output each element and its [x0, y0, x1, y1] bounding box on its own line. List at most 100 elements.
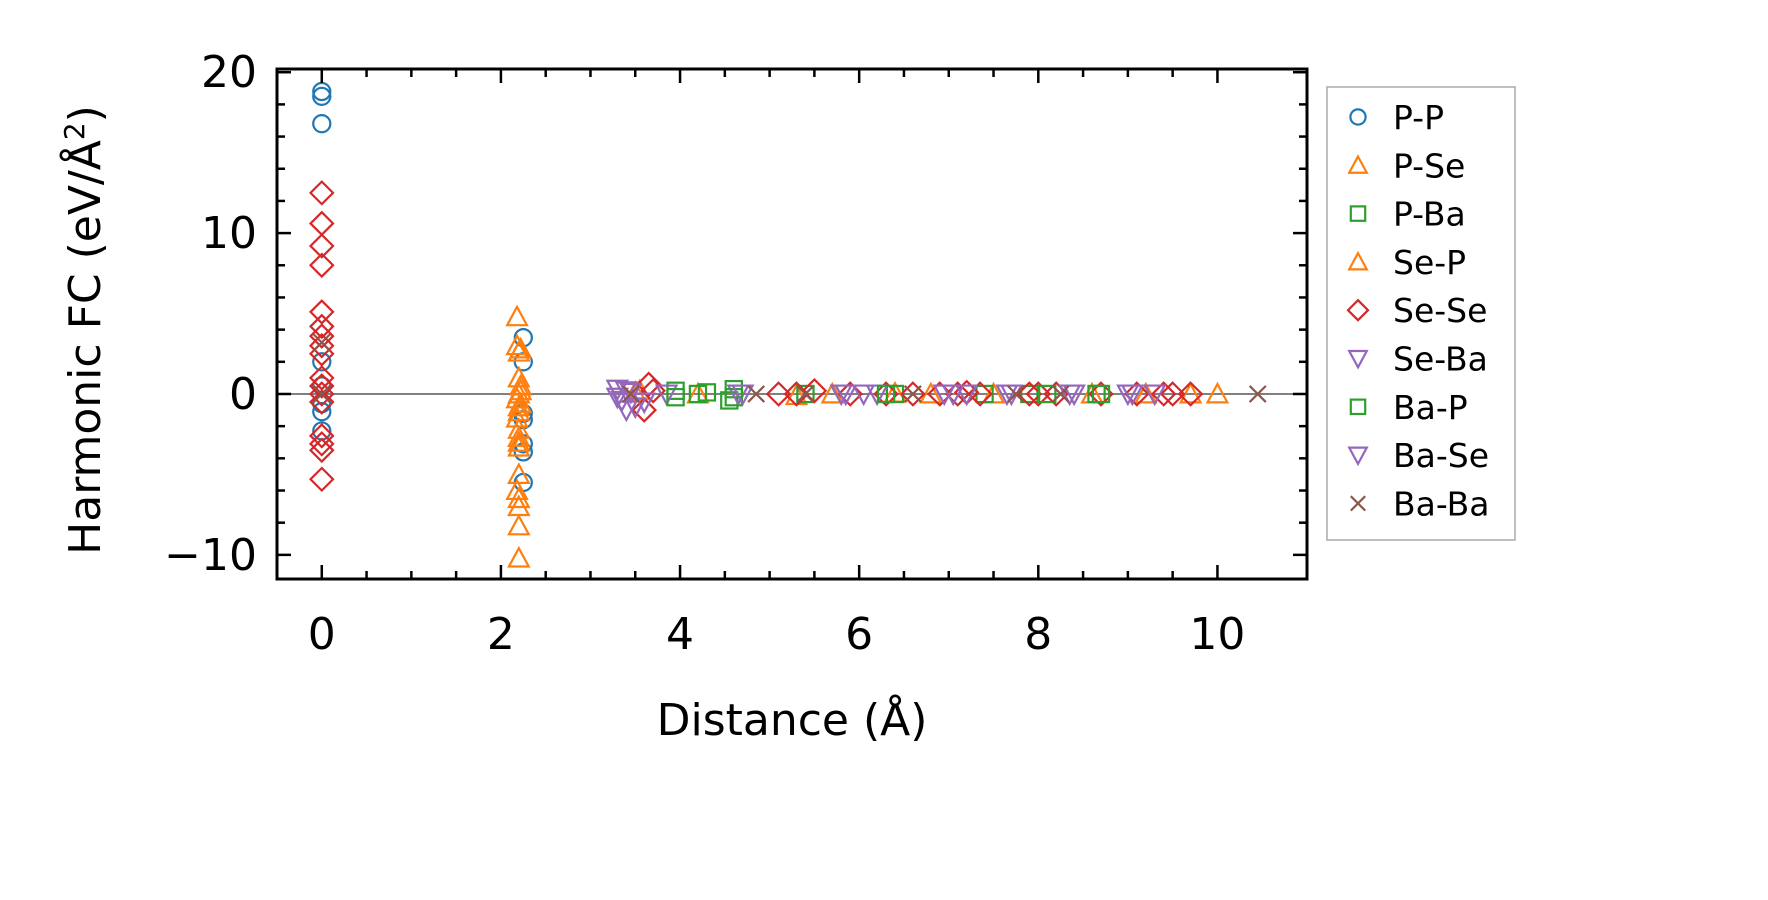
data-point	[1150, 381, 1177, 407]
data-point	[954, 384, 979, 407]
x-tick-label: 0	[308, 609, 336, 660]
data-point	[876, 384, 896, 404]
data-point	[507, 434, 531, 457]
x-axis-title: Distance (Å)	[657, 693, 928, 746]
data-point	[904, 385, 922, 403]
data-point	[505, 333, 529, 356]
data-point	[1091, 384, 1111, 404]
data-point	[312, 333, 331, 352]
data-point	[796, 385, 815, 403]
legend-item: P-P	[1349, 98, 1444, 137]
data-point	[1134, 381, 1158, 404]
series-se-se	[308, 180, 1204, 493]
data-point	[632, 392, 656, 415]
data-point	[640, 377, 666, 404]
data-point	[1051, 385, 1070, 403]
legend: P-P P-Se P-Ba Se-P Se-Se Se-Ba Ba-P Ba-Se Ba-Ba	[1326, 86, 1516, 541]
data-point	[1248, 385, 1267, 403]
data-point	[308, 210, 335, 237]
legend-item: P-Se	[1347, 146, 1465, 185]
data-point	[312, 86, 332, 107]
data-point	[1020, 384, 1039, 404]
x-tick-label: 2	[487, 609, 515, 660]
legend-label: Se-Ba	[1393, 340, 1488, 379]
data-point	[926, 381, 953, 407]
data-point	[505, 304, 529, 327]
data-point	[312, 114, 332, 134]
data-point	[1178, 381, 1203, 404]
y-tick-label: 20	[201, 47, 257, 98]
data-point	[507, 430, 531, 452]
data-point	[312, 352, 332, 372]
data-point	[1120, 384, 1145, 407]
data-point	[796, 384, 815, 404]
legend-marker	[1349, 398, 1367, 416]
data-point	[1177, 381, 1204, 407]
legend-items: P-P P-Se P-Ba Se-P Se-Se Se-Ba Ba-P Ba-Se Ba-Ba	[1346, 98, 1489, 523]
legend-marker	[1346, 298, 1370, 322]
data-point	[308, 299, 335, 325]
data-point	[747, 385, 766, 403]
legend-marker	[1347, 446, 1369, 467]
data-point	[507, 425, 531, 447]
data-point	[308, 423, 335, 449]
data-point	[308, 313, 335, 340]
legend-item: Se-P	[1347, 243, 1466, 282]
y-axis-title-superscript: 2	[58, 122, 91, 140]
legend-label: P-Ba	[1393, 195, 1466, 234]
data-point	[308, 437, 335, 464]
data-point	[1142, 384, 1167, 407]
data-point	[1057, 384, 1082, 407]
legend-label: Ba-P	[1393, 388, 1468, 427]
data-point	[508, 336, 533, 359]
y-axis-title-close: )	[60, 105, 111, 122]
data-point	[697, 383, 717, 402]
legend-marker	[1349, 205, 1367, 222]
data-points	[308, 81, 1267, 568]
data-point	[666, 388, 685, 407]
data-point	[801, 377, 828, 404]
data-point	[1016, 381, 1043, 407]
legend-item: P-Ba	[1349, 195, 1466, 234]
y-axis-title: Harmonic FC (eV/Å2)	[58, 105, 112, 555]
legend-label: Se-P	[1393, 243, 1466, 282]
data-point	[1205, 381, 1230, 404]
data-point	[833, 384, 858, 407]
data-point	[605, 387, 630, 410]
legend-label: Ba-Se	[1393, 436, 1489, 475]
x-tick-label: 10	[1189, 609, 1245, 660]
data-point	[507, 394, 531, 417]
data-point	[621, 385, 640, 403]
data-point	[614, 381, 639, 403]
axis-tick-labels: 0 2 4 6 8 10 −10 0 10 20	[164, 47, 1245, 660]
legend-item: Se-Se	[1346, 291, 1487, 330]
data-point	[765, 381, 792, 407]
legend-item: Ba-P	[1349, 388, 1468, 427]
legend-item: Se-Ba	[1347, 340, 1488, 379]
data-point	[1124, 381, 1150, 407]
plot-frame	[275, 67, 1309, 581]
data-point	[631, 397, 658, 423]
data-point	[308, 373, 335, 399]
data-point	[507, 486, 531, 509]
data-point	[1038, 384, 1057, 404]
y-axis-title-main: Harmonic FC (eV/Å	[58, 140, 111, 555]
data-point	[308, 252, 335, 279]
y-tick-label: 10	[201, 208, 257, 259]
data-point	[635, 371, 662, 398]
data-point	[1025, 381, 1052, 407]
data-point	[995, 384, 1019, 407]
legend-label: P-Se	[1393, 146, 1465, 185]
data-point	[308, 323, 335, 349]
data-point	[308, 381, 335, 407]
data-point	[900, 381, 926, 407]
legend-label: Se-Se	[1393, 291, 1487, 330]
data-point	[308, 431, 335, 457]
data-point	[932, 384, 957, 407]
legend-marker	[1350, 495, 1366, 512]
data-point	[730, 384, 755, 407]
series-se-p	[507, 336, 1203, 417]
data-point	[654, 384, 679, 407]
data-point	[308, 332, 335, 359]
